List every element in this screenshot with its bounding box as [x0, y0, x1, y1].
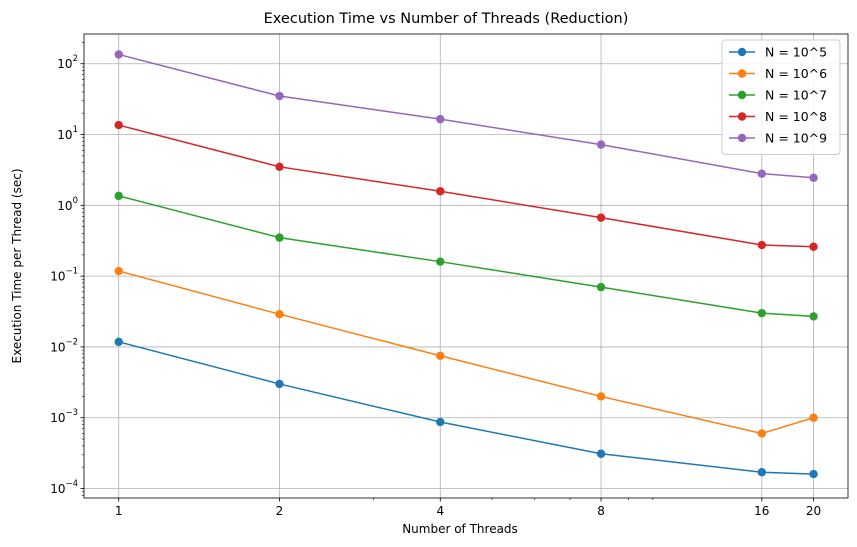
y-tick-label: 10−2	[50, 337, 78, 354]
data-point	[436, 257, 445, 266]
series-line	[118, 270, 814, 435]
y-tick-label: 10−1	[50, 267, 78, 284]
series-3	[114, 191, 818, 321]
legend-marker	[737, 133, 747, 143]
data-point	[757, 169, 767, 178]
x-tick-label: 4	[436, 504, 444, 518]
data-point	[114, 50, 123, 59]
y-axis-label: Execution Time per Thread (sec)	[10, 169, 24, 364]
y-tick-label: 10−3	[50, 408, 78, 425]
legend: N = 10^5 N = 10^6 N = 10^7 N = 10^8 N = 10^9	[721, 39, 841, 155]
data-point	[757, 240, 767, 250]
data-point	[596, 449, 606, 458]
data-point	[596, 282, 606, 292]
data-point	[809, 173, 818, 182]
series-line	[118, 195, 814, 318]
data-point	[809, 469, 818, 479]
x-axis-label: Number of Threads	[402, 522, 518, 536]
legend-label: N = 10^9	[765, 131, 827, 146]
data-point	[275, 233, 284, 242]
series-line	[118, 53, 814, 179]
legend-marker	[737, 112, 747, 121]
data-point	[436, 351, 445, 360]
x-tick-label: 2	[276, 504, 284, 518]
data-point	[436, 417, 445, 427]
legend-marker	[737, 69, 747, 78]
legend-box	[721, 39, 841, 155]
legend-marker	[737, 47, 747, 57]
y-tick-label: 101	[57, 125, 78, 142]
data-point	[436, 114, 445, 124]
legend-label: N = 10^5	[765, 45, 827, 60]
data-point	[114, 266, 123, 276]
x-tick-label: 16	[754, 504, 769, 518]
series-2	[114, 266, 818, 438]
chart-title: Execution Time vs Number of Threads (Red…	[264, 11, 629, 27]
y-tick-label: 102	[57, 54, 78, 71]
series-line	[118, 124, 814, 248]
series-4	[114, 120, 818, 251]
data-point	[809, 312, 818, 321]
legend-item: N = 10^5	[729, 45, 827, 60]
x-tick-label: 1	[115, 504, 123, 518]
series-layer	[114, 50, 818, 479]
legend-label: N = 10^8	[765, 109, 827, 124]
data-point	[757, 429, 767, 438]
x-tick-label: 8	[597, 504, 605, 518]
data-point	[436, 187, 445, 196]
legend-label: N = 10^6	[765, 66, 827, 81]
data-point	[809, 242, 818, 251]
data-point	[275, 309, 284, 319]
legend-item: N = 10^9	[729, 131, 827, 146]
legend-item: N = 10^8	[729, 109, 827, 124]
data-point	[275, 162, 284, 172]
legend-marker	[737, 90, 747, 100]
grid	[84, 34, 848, 498]
x-tick-label: 20	[806, 504, 821, 518]
data-point	[114, 337, 123, 347]
y-tick-label: 10−4	[50, 479, 78, 496]
data-point	[596, 213, 606, 222]
data-point	[809, 413, 818, 422]
series-line	[118, 341, 814, 475]
data-point	[757, 308, 767, 318]
legend-item: N = 10^7	[729, 88, 827, 103]
data-point	[596, 140, 606, 149]
data-point	[596, 392, 606, 401]
plot-area-frame	[83, 33, 849, 499]
legend-item: N = 10^6	[729, 66, 827, 81]
data-point	[114, 191, 123, 201]
data-point	[757, 468, 767, 477]
data-point	[275, 379, 284, 389]
series-5	[114, 50, 818, 182]
axes: 1 2 4 8 16 20 10−4 10−3 10−2 10−1 100 101 102	[50, 42, 821, 518]
y-tick-label: 100	[57, 196, 78, 213]
legend-label: N = 10^7	[765, 88, 827, 103]
series-1	[114, 337, 818, 479]
data-point	[275, 91, 284, 101]
data-point	[114, 120, 123, 130]
